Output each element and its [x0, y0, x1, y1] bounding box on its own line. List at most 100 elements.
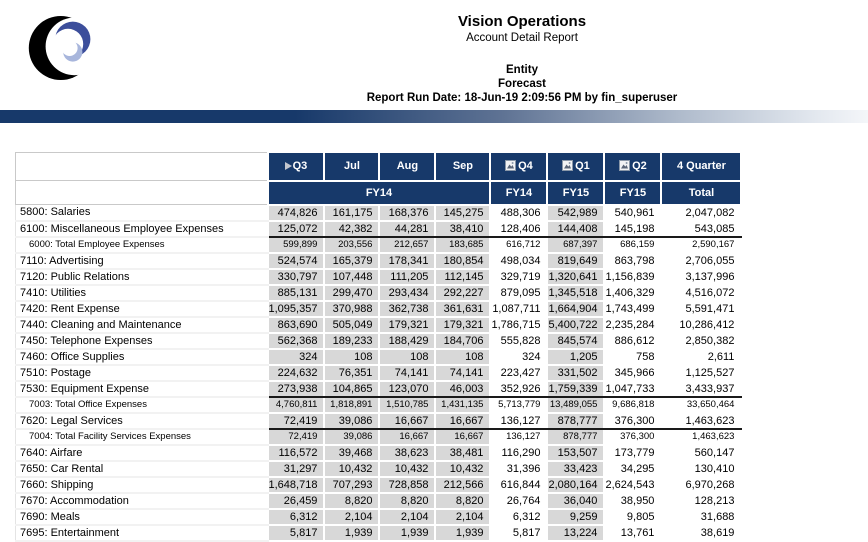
- report-meta: Entity Forecast Report Run Date: 18-Jun-…: [0, 63, 868, 105]
- image-placeholder-icon[interactable]: [562, 160, 574, 171]
- value-cell: 330,797: [266, 268, 326, 286]
- value-cell: 9,686,818: [603, 396, 663, 414]
- value-cell: 879,095: [489, 284, 549, 302]
- value-cell: 1,125,527: [660, 364, 743, 382]
- value-cell: 165,379: [323, 252, 381, 270]
- row-label: 7420: Rent Expense: [15, 300, 268, 318]
- value-cell: 474,826: [266, 204, 326, 222]
- value-cell: 1,939: [378, 524, 437, 542]
- value-cell: 2,706,055: [660, 252, 743, 270]
- row-label: 7690: Meals: [15, 508, 268, 526]
- value-cell: 1,095,357: [266, 300, 326, 318]
- value-cell: 5,817: [489, 524, 549, 542]
- row-label: 7640: Airfare: [15, 444, 268, 462]
- value-cell: 331,502: [546, 364, 606, 382]
- value-cell: 2,590,167: [660, 236, 743, 254]
- value-cell: 212,657: [378, 236, 437, 254]
- value-cell: 324: [489, 348, 549, 366]
- table-row: 7440: Cleaning and Maintenance 863,690 505…: [15, 316, 743, 334]
- value-cell: 2,104: [434, 508, 492, 526]
- image-placeholder-icon[interactable]: [505, 160, 517, 171]
- table-row: 7620: Legal Services 72,419 39,086 16,667 16…: [15, 412, 743, 430]
- row-label: 7110: Advertising: [15, 252, 268, 270]
- value-cell: 863,690: [266, 316, 326, 334]
- value-cell: 13,761: [603, 524, 663, 542]
- value-cell: 273,938: [266, 380, 326, 398]
- value-cell: 329,719: [489, 268, 549, 286]
- value-cell: 107,448: [323, 268, 381, 286]
- value-cell: 168,376: [378, 204, 437, 222]
- corner-cell-bottom: [15, 180, 268, 205]
- image-placeholder-icon[interactable]: [619, 160, 631, 171]
- table-row: 7120: Public Relations 330,797 107,448 111,…: [15, 268, 743, 286]
- value-cell: 108: [378, 348, 437, 366]
- value-cell: 1,463,623: [660, 412, 743, 430]
- value-cell: 4,760,811: [266, 396, 326, 414]
- value-cell: 6,312: [266, 508, 326, 526]
- value-cell: 324: [266, 348, 326, 366]
- value-cell: 33,650,464: [660, 396, 743, 414]
- row-label: 7670: Accommodation: [15, 492, 268, 510]
- value-cell: 10,432: [323, 460, 381, 478]
- value-cell: 183,685: [434, 236, 492, 254]
- value-cell: 145,198: [603, 220, 663, 238]
- table-row: 5800: Salaries 474,826 161,175 168,376 145,2…: [15, 204, 743, 222]
- value-cell: 2,104: [323, 508, 381, 526]
- value-cell: 145,275: [434, 204, 492, 222]
- value-cell: 128,406: [489, 220, 549, 238]
- row-label: 6000: Total Employee Expenses: [15, 236, 268, 254]
- value-cell: 293,434: [378, 284, 437, 302]
- value-cell: 707,293: [323, 476, 381, 494]
- row-label: 7410: Utilities: [15, 284, 268, 302]
- account-detail-table: Q3 Jul Aug Sep Q4 Q1 Q2 4 Quarter FY14 F…: [15, 152, 743, 542]
- row-label: 5800: Salaries: [15, 204, 268, 222]
- col-header-aug: Aug: [378, 152, 437, 182]
- value-cell: 184,706: [434, 332, 492, 350]
- value-cell: 2,080,164: [546, 476, 606, 494]
- value-cell: 542,989: [546, 204, 606, 222]
- value-cell: 5,400,722: [546, 316, 606, 334]
- value-cell: 6,312: [489, 508, 549, 526]
- value-cell: 1,431,135: [434, 396, 492, 414]
- value-cell: 38,410: [434, 220, 492, 238]
- value-cell: 5,591,471: [660, 300, 743, 318]
- value-cell: 130,410: [660, 460, 743, 478]
- value-cell: 1,320,641: [546, 268, 606, 286]
- value-cell: 2,235,284: [603, 316, 663, 334]
- col-header-sep: Sep: [434, 152, 492, 182]
- table-row: 7650: Car Rental 31,297 10,432 10,432 10,432…: [15, 460, 743, 478]
- value-cell: 524,574: [266, 252, 326, 270]
- table-row: 7510: Postage 224,632 76,351 74,141 74,141 22…: [15, 364, 743, 382]
- value-cell: 72,419: [266, 428, 326, 446]
- value-cell: 179,321: [378, 316, 437, 334]
- value-cell: 31,688: [660, 508, 743, 526]
- row-label: 7120: Public Relations: [15, 268, 268, 286]
- row-label: 6100: Miscellaneous Employee Expenses: [15, 220, 268, 238]
- value-cell: 136,127: [489, 412, 549, 430]
- col-header-q4: Q4: [489, 152, 549, 182]
- value-cell: 885,131: [266, 284, 326, 302]
- value-cell: 878,777: [546, 412, 606, 430]
- col-header-q3: Q3: [266, 152, 326, 182]
- value-cell: 845,574: [546, 332, 606, 350]
- value-cell: 345,966: [603, 364, 663, 382]
- value-cell: 144,408: [546, 220, 606, 238]
- value-cell: 128,213: [660, 492, 743, 510]
- year-header-total: Total: [660, 180, 743, 206]
- value-cell: 2,104: [378, 508, 437, 526]
- scenario-label: Forecast: [498, 78, 546, 90]
- value-cell: 38,481: [434, 444, 492, 462]
- report-header: Vision Operations Account Detail Report …: [0, 13, 868, 105]
- value-cell: 758: [603, 348, 663, 366]
- value-cell: 76,351: [323, 364, 381, 382]
- table-row: 7695: Entertainment 5,817 1,939 1,939 1,939 5…: [15, 524, 743, 542]
- value-cell: 9,805: [603, 508, 663, 526]
- value-cell: 74,141: [378, 364, 437, 382]
- value-cell: 38,623: [378, 444, 437, 462]
- value-cell: 686,159: [603, 236, 663, 254]
- expand-triangle-icon[interactable]: [284, 162, 292, 170]
- year-header-fy14-group: FY14: [266, 180, 492, 206]
- value-cell: 179,321: [434, 316, 492, 334]
- value-cell: 361,631: [434, 300, 492, 318]
- value-cell: 153,507: [546, 444, 606, 462]
